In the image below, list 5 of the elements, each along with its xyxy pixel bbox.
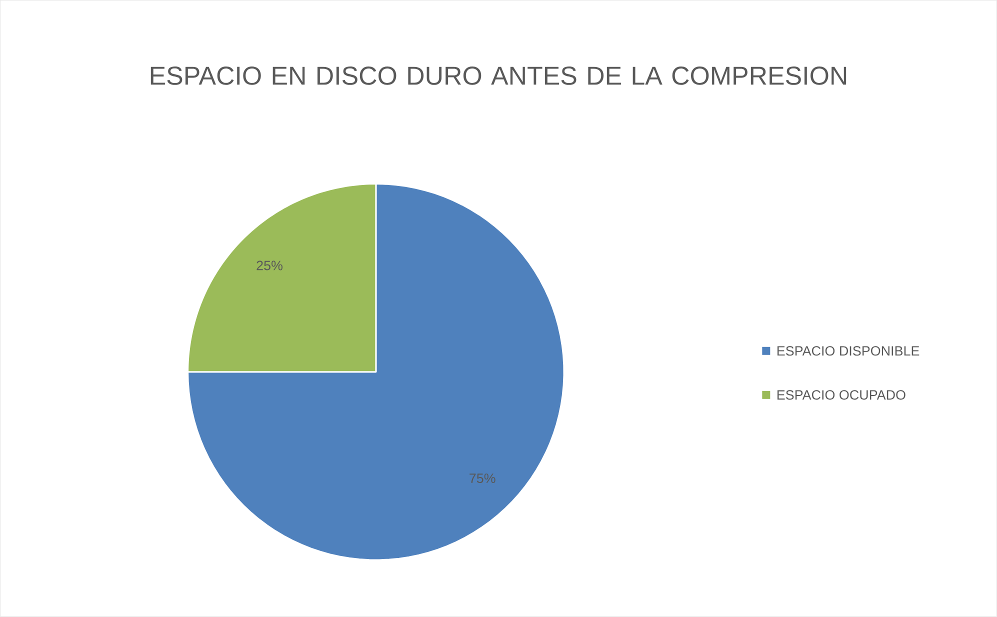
data-label: 25% (256, 260, 283, 270)
legend-label: ESPACIO DISPONIBLE (777, 346, 920, 356)
chart-title: ESPACIO EN DISCO DURO ANTES DE LA COMPRESION (150, 66, 846, 86)
legend-label: ESPACIO OCUPADO (777, 390, 906, 400)
data-label: 75% (470, 474, 496, 484)
